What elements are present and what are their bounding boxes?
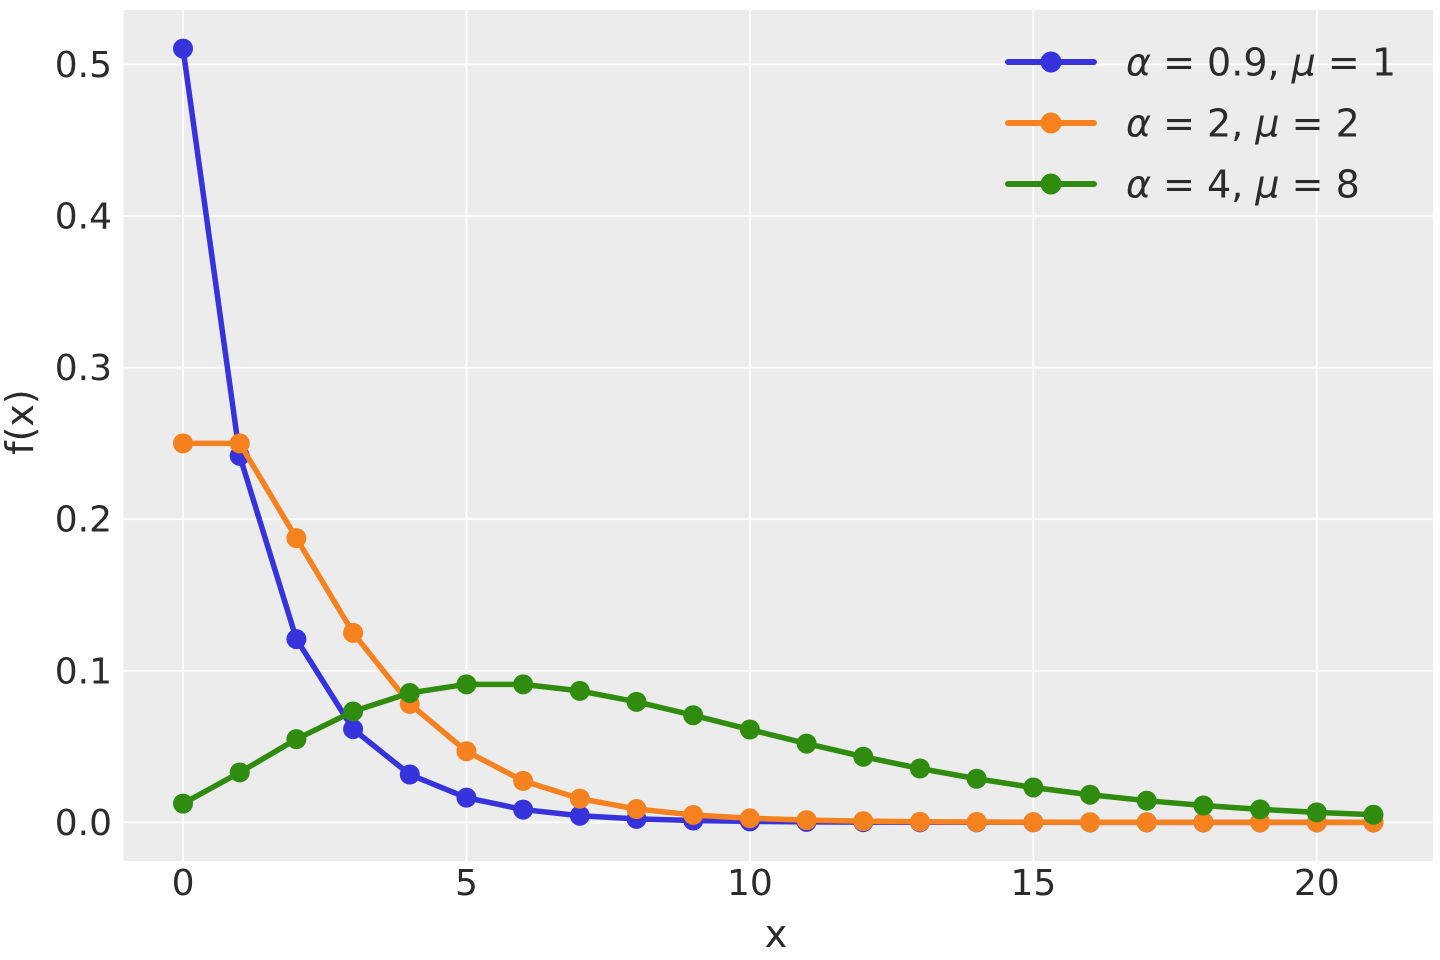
series-1-marker xyxy=(229,433,250,454)
y-tick-label: 0.4 xyxy=(55,197,112,238)
series-2-line xyxy=(180,681,1377,818)
series-2-marker xyxy=(1023,777,1044,798)
series-2-marker xyxy=(1306,802,1327,823)
series-1-marker xyxy=(683,804,704,825)
y-tick-label: 0.2 xyxy=(55,500,112,541)
series-2-marker xyxy=(1080,784,1101,805)
x-axis-label: x xyxy=(765,912,788,956)
series-1-marker xyxy=(173,433,194,454)
series-2-marker xyxy=(909,758,930,779)
y-tick-labels: 0.0 0.1 0.2 0.3 0.4 0.5 xyxy=(55,45,112,844)
series-1-marker xyxy=(853,811,874,832)
series-2-marker xyxy=(739,719,760,740)
series-1-marker xyxy=(966,811,987,832)
series-1-marker xyxy=(1136,812,1157,833)
series-2-marker xyxy=(796,733,817,754)
series-0-marker xyxy=(456,787,477,808)
legend: α = 0.9, μ = 1 α = 2, μ = 2 α = 4, μ = 8 xyxy=(1005,41,1396,207)
series-1-marker xyxy=(626,799,647,820)
legend-marker-sample xyxy=(1040,173,1062,195)
x-tick-label: 10 xyxy=(727,863,773,904)
series-2-marker xyxy=(853,746,874,767)
series-2-marker xyxy=(456,674,477,695)
x-tick-label: 0 xyxy=(172,863,195,904)
series-2-marker xyxy=(513,674,534,695)
legend-marker-sample xyxy=(1040,51,1062,73)
series-2-marker xyxy=(626,691,647,712)
series-0-marker xyxy=(343,719,364,740)
series-2-marker xyxy=(1250,799,1271,820)
series-2-marker xyxy=(229,762,250,783)
legend-label: α = 4, μ = 8 xyxy=(1126,163,1360,207)
y-tick-label: 0.3 xyxy=(55,348,112,389)
series-2-marker xyxy=(683,705,704,726)
series-1-marker xyxy=(796,810,817,831)
series-1-marker xyxy=(456,741,477,762)
series-0-marker xyxy=(173,38,194,59)
x-tick-label: 15 xyxy=(1010,863,1056,904)
series-1-marker xyxy=(569,788,590,809)
y-axis-label: f(x) xyxy=(0,389,42,455)
series-1-marker xyxy=(343,622,364,643)
series-2 xyxy=(173,674,1384,825)
series-2-marker xyxy=(1136,790,1157,811)
series-2-marker xyxy=(173,793,194,814)
series-1-line xyxy=(180,440,1377,826)
series-0-marker xyxy=(286,629,307,650)
series-1-marker xyxy=(1080,812,1101,833)
gridlines xyxy=(123,10,1433,861)
x-tick-labels: 0 5 10 15 20 xyxy=(172,863,1340,904)
legend-item: α = 0.9, μ = 1 xyxy=(1005,41,1396,85)
series-2-marker xyxy=(1193,795,1214,816)
x-tick-label: 20 xyxy=(1294,863,1340,904)
x-tick-label: 5 xyxy=(455,863,478,904)
legend-item: α = 4, μ = 8 xyxy=(1005,163,1360,207)
legend-item: α = 2, μ = 2 xyxy=(1005,102,1360,146)
legend-label: α = 2, μ = 2 xyxy=(1126,102,1360,146)
series-1-marker xyxy=(739,808,760,829)
series-2-marker xyxy=(966,768,987,789)
series-0-marker xyxy=(569,805,590,826)
y-tick-label: 0.5 xyxy=(55,45,112,86)
series-1-marker xyxy=(1193,812,1214,833)
series-2-marker xyxy=(1363,804,1384,825)
series-2-marker xyxy=(569,680,590,701)
series-2-marker xyxy=(343,701,364,722)
legend-marker-sample xyxy=(1040,112,1062,134)
series-2-marker xyxy=(399,682,420,703)
series-1-marker xyxy=(1023,812,1044,833)
legend-label: α = 0.9, μ = 1 xyxy=(1126,41,1396,85)
series-0-marker xyxy=(399,764,420,785)
series-1-marker xyxy=(286,528,307,549)
series-2-marker xyxy=(286,729,307,750)
y-tick-label: 0.1 xyxy=(55,651,112,692)
y-tick-label: 0.0 xyxy=(55,803,112,844)
series-1-marker xyxy=(909,811,930,832)
series-0-marker xyxy=(513,799,534,820)
series-1-marker xyxy=(513,770,534,791)
data-series xyxy=(173,38,1384,833)
